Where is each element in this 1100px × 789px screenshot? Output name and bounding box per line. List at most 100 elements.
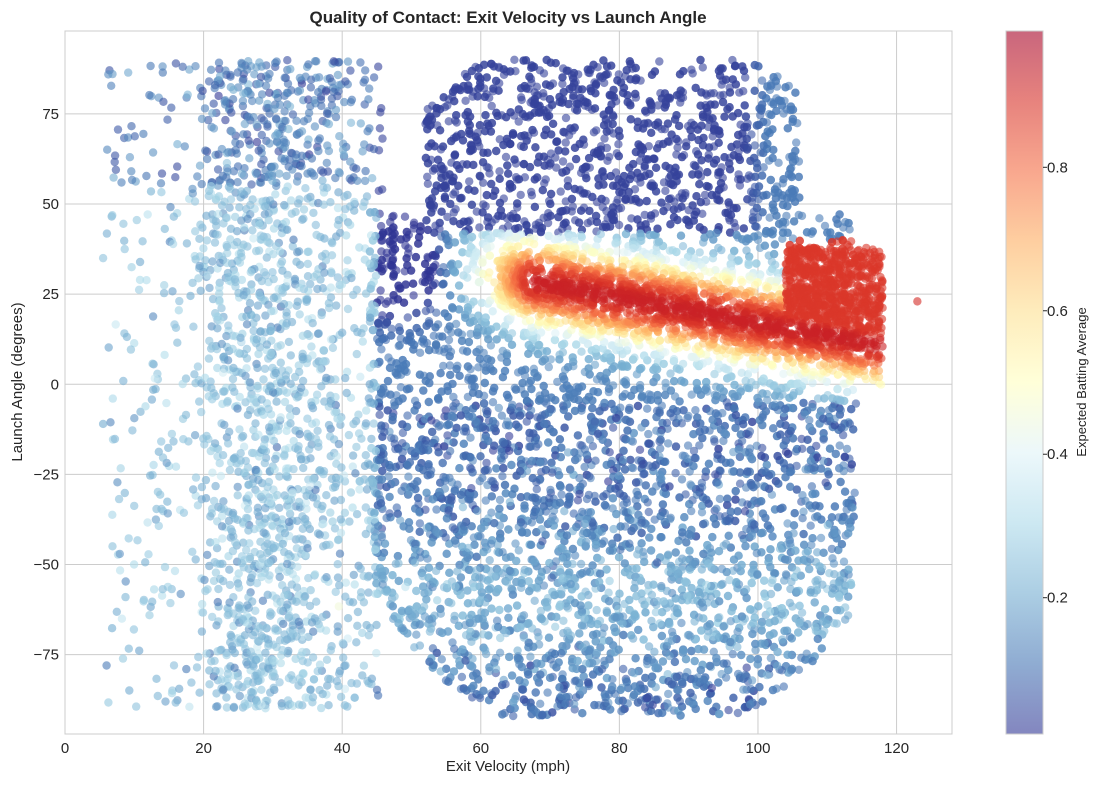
scatter-point xyxy=(127,263,135,271)
scatter-point xyxy=(692,192,700,200)
scatter-point xyxy=(108,624,116,632)
scatter-point xyxy=(159,68,167,76)
scatter-point xyxy=(506,180,514,188)
scatter-point xyxy=(263,122,271,130)
scatter-point xyxy=(173,140,181,148)
scatter-point xyxy=(584,219,592,227)
scatter-point xyxy=(122,577,130,585)
scatter-point xyxy=(767,176,775,184)
scatter-point xyxy=(475,223,483,231)
scatter-point xyxy=(503,391,511,399)
scatter-point xyxy=(495,63,503,71)
scatter-point xyxy=(332,113,340,121)
scatter-point xyxy=(245,154,253,162)
scatter-point xyxy=(106,418,114,426)
scatter-point xyxy=(364,95,372,103)
scatter-point xyxy=(491,187,499,195)
scatter-point xyxy=(726,88,734,96)
scatter-point xyxy=(469,404,477,412)
scatter-point xyxy=(259,375,267,383)
scatter-point xyxy=(146,62,154,70)
scatter-point xyxy=(659,207,667,215)
scatter-point xyxy=(632,478,640,486)
scatter-point xyxy=(540,92,548,100)
scatter-point xyxy=(370,73,378,81)
scatter-point xyxy=(308,351,316,359)
scatter-point xyxy=(193,172,201,180)
scatter-point xyxy=(694,136,702,144)
scatter-point xyxy=(647,215,655,223)
scatter-point xyxy=(422,216,430,224)
scatter-point xyxy=(360,140,368,148)
scatter-point xyxy=(425,379,433,387)
scatter-point xyxy=(111,435,119,443)
scatter-point xyxy=(570,509,578,517)
scatter-point xyxy=(166,203,174,211)
scatter-point xyxy=(323,159,331,167)
scatter-point xyxy=(531,203,539,211)
scatter-point xyxy=(769,424,777,432)
scatter-point xyxy=(423,173,431,181)
scatter-point xyxy=(590,128,598,136)
scatter-point xyxy=(704,123,712,131)
scatter-point xyxy=(615,70,623,78)
scatter-point xyxy=(521,113,529,121)
scatter-point xyxy=(647,101,655,109)
scatter-point xyxy=(126,153,134,161)
scatter-point xyxy=(275,170,283,178)
scatter-point xyxy=(143,518,151,526)
scatter-point xyxy=(225,566,233,574)
scatter-point xyxy=(121,489,129,497)
scatter-point xyxy=(303,169,311,177)
scatter-point xyxy=(743,175,751,183)
scatter-point xyxy=(112,320,120,328)
scatter-point xyxy=(245,137,253,145)
scatter-point xyxy=(334,71,342,79)
scatter-point xyxy=(765,485,773,493)
scatter-point xyxy=(678,475,686,483)
scatter-point xyxy=(666,220,674,228)
scatter-point xyxy=(426,305,434,313)
scatter-point xyxy=(515,117,523,125)
scatter-point xyxy=(286,65,294,73)
scatter-point xyxy=(575,218,583,226)
scatter-point xyxy=(598,167,606,175)
scatter-point xyxy=(148,395,156,403)
scatter-point xyxy=(492,109,500,117)
scatter-point xyxy=(652,164,660,172)
scatter-point xyxy=(179,435,187,443)
scatter-point xyxy=(558,80,566,88)
scatter-point xyxy=(428,194,436,202)
scatter-point xyxy=(187,678,195,686)
scatter-point xyxy=(551,396,559,404)
scatter-point xyxy=(705,460,713,468)
scatter-point xyxy=(347,119,355,127)
scatter-point xyxy=(229,86,237,94)
scatter-point xyxy=(191,62,199,70)
scatter-point xyxy=(496,175,504,183)
scatter-point xyxy=(532,688,540,696)
scatter-point xyxy=(736,156,744,164)
scatter-point xyxy=(198,115,206,123)
scatter-point xyxy=(487,60,495,68)
scatter-point xyxy=(213,324,221,332)
scatter-point xyxy=(585,154,593,162)
scatter-point xyxy=(626,456,634,464)
scatter-point xyxy=(577,560,585,568)
scatter-point xyxy=(449,217,457,225)
scatter-point xyxy=(467,131,475,139)
scatter-point xyxy=(481,202,489,210)
scatter-point xyxy=(552,59,560,67)
scatter-point xyxy=(173,339,181,347)
scatter-point xyxy=(175,306,183,314)
scatter-point xyxy=(177,590,185,598)
scatter-point xyxy=(344,57,352,65)
scatter-point xyxy=(562,167,570,175)
scatter-point xyxy=(740,224,748,232)
scatter-point xyxy=(692,84,700,92)
scatter-point xyxy=(496,496,504,504)
scatter-point xyxy=(627,115,635,123)
scatter-point xyxy=(836,478,844,486)
scatter-point xyxy=(182,665,190,673)
scatter-point xyxy=(130,625,138,633)
